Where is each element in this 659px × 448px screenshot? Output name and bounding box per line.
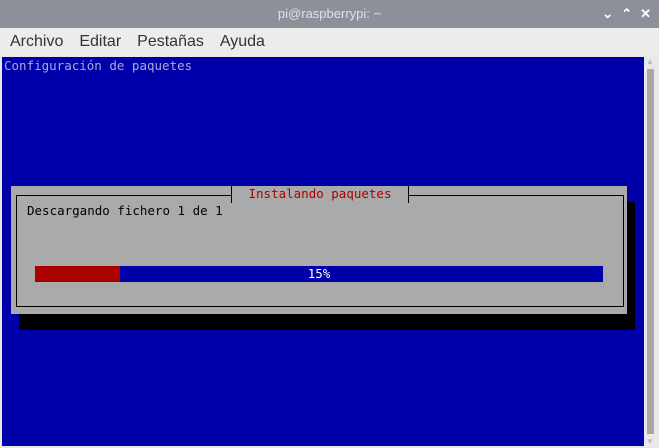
progress-bar: 15% xyxy=(35,266,603,282)
window-title: pi@raspberrypi: ~ xyxy=(277,6,382,21)
scroll-up-icon[interactable]: ▲ xyxy=(646,57,654,66)
maximize-icon[interactable]: ⌃ xyxy=(621,6,633,21)
install-dialog: Instalando paquetes Descargando fichero … xyxy=(11,186,627,314)
close-icon[interactable]: ✕ xyxy=(640,6,651,21)
terminal-header: Configuración de paquetes xyxy=(4,58,193,73)
scroll-down-icon[interactable]: ▼ xyxy=(646,437,654,446)
scrollbar-thumb[interactable] xyxy=(647,69,654,434)
menu-archivo[interactable]: Archivo xyxy=(10,33,64,50)
minimize-icon[interactable]: ⌄ xyxy=(602,6,614,21)
menubar: Archivo Editar Pestañas Ayuda xyxy=(0,28,659,56)
window-titlebar: pi@raspberrypi: ~ ⌄ ⌃ ✕ xyxy=(0,0,659,28)
progress-label: 15% xyxy=(307,266,331,281)
menu-editar[interactable]: Editar xyxy=(79,33,122,50)
menu-pestanas[interactable]: Pestañas xyxy=(137,33,204,50)
progress-fill xyxy=(35,266,121,282)
menu-ayuda[interactable]: Ayuda xyxy=(219,33,265,50)
dialog-message: Descargando fichero 1 de 1 xyxy=(27,203,223,218)
dialog-title: Instalando paquetes xyxy=(231,186,409,203)
scrollbar[interactable]: ▲ ▼ xyxy=(645,57,657,446)
terminal[interactable]: Configuración de paquetes Instalando paq… xyxy=(2,57,644,446)
